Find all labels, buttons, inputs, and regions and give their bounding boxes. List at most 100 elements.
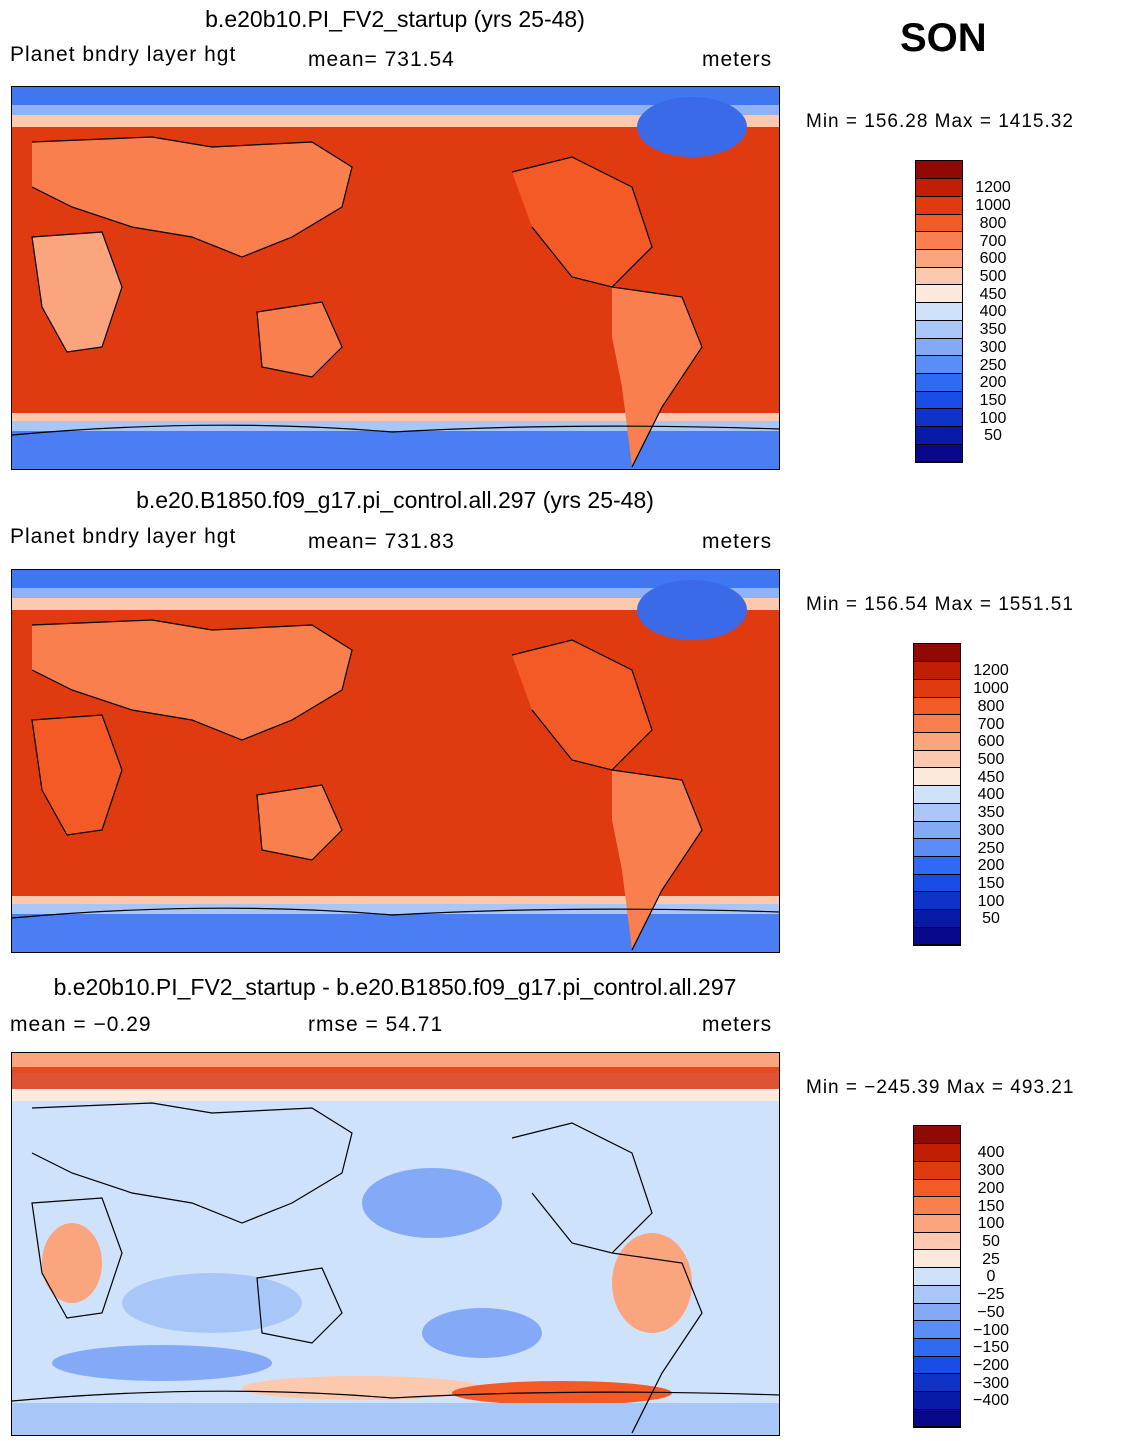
colorbar-swatch — [914, 821, 960, 840]
colorbar-swatch — [914, 1373, 960, 1393]
variable-label: Planet bndry layer hgt — [10, 43, 237, 66]
colorbar-swatch — [916, 426, 962, 445]
colorbar-tick-label: 500 — [979, 268, 1007, 285]
colorbar-tick-label: 200 — [979, 374, 1007, 392]
colorbar-swatch — [914, 856, 960, 875]
colorbar-swatch — [914, 644, 960, 663]
colorbar-swatch — [914, 803, 960, 822]
colorbar-swatch — [914, 1161, 960, 1180]
colorbar-tick-label: 150 — [977, 1197, 1005, 1215]
map-panel-1 — [11, 86, 780, 470]
units-label: meters — [702, 1013, 773, 1036]
colorbar-swatch — [916, 444, 962, 463]
rmse-label: rmse = 54.71 — [308, 1013, 444, 1036]
colorbar-tick-label: 800 — [979, 214, 1007, 232]
colorbar-swatch — [914, 1285, 960, 1304]
panel-title: b.e20.B1850.f09_g17.pi_control.all.297 (… — [136, 487, 654, 513]
colorbar-tick-label: −400 — [972, 1392, 1010, 1410]
colorbar-tick-label: 700 — [977, 715, 1005, 733]
colorbar-swatch — [916, 408, 962, 428]
colorbar-swatch — [916, 196, 962, 215]
colorbar-swatch — [914, 1143, 960, 1162]
colorbar-tick-label: 600 — [977, 733, 1005, 751]
colorbar-tick-label: 25 — [982, 1250, 1000, 1268]
colorbar-tick-label: 400 — [977, 1144, 1005, 1162]
panel-title: b.e20b10.PI_FV2_startup - b.e20.B1850.f0… — [53, 974, 737, 1000]
colorbar-box — [913, 1125, 961, 1428]
colorbar-tick-label: 0 — [986, 1268, 996, 1286]
colorbar-tick-label: 250 — [977, 839, 1005, 857]
colorbar-swatch — [916, 284, 962, 304]
colorbar-tick-label: −25 — [977, 1286, 1005, 1304]
colorbar-swatch — [914, 909, 960, 928]
colorbar-tick-label: 450 — [979, 285, 1007, 303]
colorbar-swatch — [916, 391, 962, 410]
colorbar-tick-label: 200 — [977, 1179, 1005, 1197]
colorbar-tick-label: −150 — [972, 1339, 1010, 1357]
colorbar-swatch — [914, 1249, 960, 1269]
mean-label: mean= 731.83 — [308, 530, 455, 553]
colorbar-tick-label: 150 — [977, 874, 1005, 892]
colorbar-tick-label: 300 — [979, 338, 1007, 356]
colorbar-swatch — [914, 1391, 960, 1410]
colorbar-tick-label: 500 — [977, 751, 1005, 768]
colorbar-swatch — [916, 320, 962, 339]
colorbar-swatch — [916, 302, 962, 321]
colorbar-tick-label: 350 — [977, 804, 1005, 822]
colorbar-swatch — [916, 178, 962, 197]
colorbar-tick-label: −200 — [972, 1356, 1010, 1374]
colorbar-tick-label: 300 — [977, 821, 1005, 839]
minmax-label: Min = 156.28 Max = 1415.32 — [806, 111, 1074, 132]
colorbar-swatch — [914, 661, 960, 680]
season-label: SON — [900, 16, 987, 60]
colorbar-swatch — [914, 1232, 960, 1251]
colorbar-tick-label: 50 — [984, 427, 1002, 445]
colorbar-swatch — [914, 1303, 960, 1322]
colorbar-swatch — [916, 355, 962, 374]
units-label: meters — [702, 530, 773, 553]
colorbar-tick-label: 100 — [977, 1215, 1005, 1233]
colorbar-tick-label: 350 — [979, 321, 1007, 339]
colorbar-swatch — [914, 714, 960, 734]
colorbar-tick-label: 50 — [982, 910, 1000, 928]
colorbar-swatch — [914, 1409, 960, 1428]
variable-label: Planet bndry layer hgt — [10, 525, 237, 548]
colorbar-swatch — [914, 697, 960, 716]
colorbar-swatch — [916, 231, 962, 251]
colorbar-swatch — [914, 1126, 960, 1145]
colorbar-tick-label: 100 — [979, 409, 1007, 427]
colorbar-tick-label: 400 — [979, 303, 1007, 321]
colorbar-swatch — [914, 785, 960, 804]
colorbar-tick-label: 150 — [979, 391, 1007, 409]
colorbar-tick-label: 50 — [982, 1233, 1000, 1250]
colorbar-tick-label: −50 — [977, 1303, 1005, 1321]
colorbar-box — [913, 643, 961, 946]
colorbar-swatch — [916, 338, 962, 357]
colorbar-tick-label: 1200 — [973, 662, 1009, 680]
colorbar-swatch — [916, 267, 962, 286]
panel-title: b.e20b10.PI_FV2_startup (yrs 25-48) — [205, 6, 585, 32]
colorbar-swatch — [914, 927, 960, 946]
map-panel-2 — [11, 569, 780, 953]
colorbar-tick-label: 1000 — [975, 197, 1011, 215]
colorbar-tick-label: 200 — [977, 857, 1005, 875]
colorbar-tick-label: 400 — [977, 786, 1005, 804]
colorbar-swatch — [914, 1356, 960, 1375]
colorbar-swatch — [914, 838, 960, 857]
colorbar-swatch — [914, 767, 960, 787]
colorbar-swatch — [914, 891, 960, 911]
colorbar-swatch — [914, 1267, 960, 1286]
colorbar-tick-label: −300 — [972, 1374, 1010, 1392]
colorbar-swatch — [914, 1320, 960, 1339]
colorbar-tick-label: 1000 — [973, 680, 1009, 698]
colorbar-swatch — [914, 1179, 960, 1198]
map-panel-3 — [11, 1052, 780, 1436]
mean-label: mean= 731.54 — [308, 48, 455, 71]
colorbar-swatch — [916, 373, 962, 392]
colorbar-tick-label: 100 — [977, 892, 1005, 910]
colorbar-swatch — [916, 214, 962, 233]
colorbar-tick-label: 700 — [979, 232, 1007, 250]
colorbar-tick-label: 1200 — [975, 179, 1011, 197]
colorbar-tick-label: 300 — [977, 1162, 1005, 1180]
colorbar-swatch — [914, 1214, 960, 1233]
